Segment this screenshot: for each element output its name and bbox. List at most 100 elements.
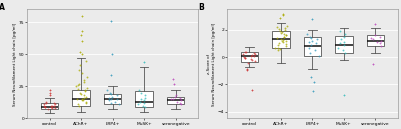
Point: [113, 98, 120, 100]
Point: [243, 51, 249, 53]
Point: [51, 104, 57, 107]
Point: [341, 41, 347, 43]
Point: [41, 104, 47, 107]
Point: [306, 47, 312, 49]
Point: [49, 104, 55, 107]
Point: [274, 26, 281, 28]
Point: [341, 33, 348, 35]
Point: [373, 41, 380, 43]
Point: [138, 98, 144, 100]
Point: [109, 95, 115, 98]
Point: [51, 102, 57, 104]
PathPatch shape: [241, 52, 258, 62]
Point: [240, 53, 247, 55]
Point: [242, 51, 249, 53]
Point: [136, 89, 142, 91]
Y-axis label: Serum Neurofilament Light chain [pg/ml]: Serum Neurofilament Light chain [pg/ml]: [12, 22, 16, 106]
Point: [107, 102, 114, 104]
PathPatch shape: [136, 91, 153, 107]
Point: [308, 76, 314, 79]
Point: [79, 72, 86, 75]
Point: [107, 92, 113, 94]
Point: [141, 102, 148, 104]
Point: [307, 52, 314, 54]
Point: [275, 44, 282, 46]
Point: [42, 106, 49, 108]
Point: [341, 52, 348, 54]
Point: [177, 97, 183, 99]
Point: [79, 30, 85, 32]
Point: [252, 53, 259, 55]
Point: [277, 30, 284, 32]
Point: [172, 95, 178, 98]
Point: [335, 47, 341, 49]
Point: [279, 40, 285, 42]
Point: [244, 69, 250, 71]
PathPatch shape: [272, 31, 290, 48]
Point: [371, 34, 378, 36]
PathPatch shape: [73, 90, 90, 106]
Point: [377, 36, 383, 38]
Point: [76, 69, 83, 71]
Point: [314, 38, 320, 40]
Text: B: B: [198, 3, 204, 12]
Point: [77, 63, 83, 66]
Point: [283, 45, 290, 47]
PathPatch shape: [104, 94, 121, 104]
Point: [84, 87, 90, 89]
Point: [242, 57, 248, 59]
Point: [283, 34, 290, 36]
Point: [43, 102, 49, 104]
Point: [170, 78, 176, 80]
Point: [278, 38, 285, 40]
Point: [79, 53, 86, 55]
Point: [81, 79, 87, 81]
Point: [42, 106, 49, 108]
Point: [337, 30, 344, 32]
Point: [105, 99, 112, 101]
Point: [108, 20, 114, 22]
Point: [280, 41, 286, 43]
Point: [172, 94, 179, 96]
Point: [82, 89, 89, 91]
Point: [309, 18, 315, 20]
Point: [171, 83, 177, 85]
Point: [81, 81, 87, 83]
Point: [81, 97, 88, 99]
Point: [245, 62, 251, 64]
Point: [283, 40, 289, 42]
Point: [174, 101, 180, 103]
Point: [77, 51, 83, 53]
Point: [249, 59, 255, 61]
Point: [135, 103, 142, 105]
Point: [280, 13, 287, 15]
Point: [75, 84, 82, 86]
Point: [75, 103, 81, 105]
PathPatch shape: [167, 96, 184, 104]
Point: [79, 15, 86, 17]
Point: [277, 17, 284, 19]
Point: [282, 29, 288, 31]
Point: [251, 55, 257, 57]
Point: [74, 98, 81, 100]
Point: [138, 92, 144, 94]
Point: [52, 103, 59, 105]
Point: [370, 38, 377, 40]
Point: [83, 76, 90, 78]
Point: [83, 60, 89, 62]
Point: [83, 102, 90, 104]
Point: [81, 94, 87, 96]
Point: [142, 97, 148, 99]
Point: [341, 94, 347, 96]
Point: [272, 47, 279, 49]
Point: [338, 38, 344, 40]
Point: [341, 44, 348, 46]
Point: [341, 36, 348, 38]
Point: [178, 99, 184, 101]
Point: [108, 53, 115, 55]
PathPatch shape: [367, 35, 384, 46]
Point: [368, 37, 374, 39]
Point: [52, 107, 59, 109]
Point: [80, 99, 87, 101]
Point: [308, 37, 314, 39]
